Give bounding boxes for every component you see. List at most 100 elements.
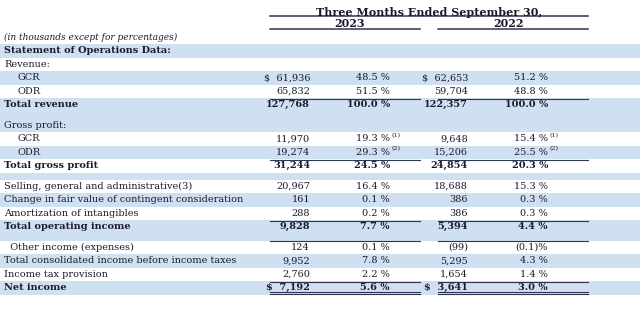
Text: 31,244: 31,244 [273, 161, 310, 170]
Bar [0, 71, 640, 84]
Text: Net income: Net income [4, 283, 67, 292]
Text: 15.3 %: 15.3 % [514, 182, 548, 191]
Text: 16.4 %: 16.4 % [356, 182, 390, 191]
Bar [0, 118, 640, 132]
Text: 51.5 %: 51.5 % [356, 87, 390, 96]
Text: $  3,641: $ 3,641 [424, 283, 468, 292]
Text: ODR: ODR [18, 148, 41, 157]
Bar [0, 207, 640, 220]
Text: Total consolidated income before income taxes: Total consolidated income before income … [4, 256, 236, 265]
Text: Other income (expenses): Other income (expenses) [4, 243, 134, 252]
Text: Amortization of intangibles: Amortization of intangibles [4, 209, 138, 218]
Text: (in thousands except for percentages): (in thousands except for percentages) [4, 33, 177, 42]
Text: 0.3 %: 0.3 % [520, 195, 548, 204]
Text: 0.2 %: 0.2 % [362, 209, 390, 218]
Text: Gross profit:: Gross profit: [4, 121, 67, 130]
Text: 48.8 %: 48.8 % [514, 87, 548, 96]
Text: 5,295: 5,295 [440, 256, 468, 265]
Text: 288: 288 [291, 209, 310, 218]
Text: Revenue:: Revenue: [4, 60, 50, 69]
Text: 65,832: 65,832 [276, 87, 310, 96]
Text: 100.0 %: 100.0 % [505, 100, 548, 109]
Text: $  7,192: $ 7,192 [266, 283, 310, 292]
Text: GCR: GCR [18, 73, 40, 82]
Text: 127,768: 127,768 [266, 100, 310, 109]
Text: Change in fair value of contingent consideration: Change in fair value of contingent consi… [4, 195, 243, 204]
Text: 24,854: 24,854 [431, 161, 468, 170]
Text: 19.3 %: 19.3 % [356, 134, 390, 143]
Text: GCR: GCR [18, 134, 40, 143]
Text: 25.5 %: 25.5 % [514, 148, 548, 157]
Text: 124: 124 [291, 243, 310, 252]
Text: 59,704: 59,704 [434, 87, 468, 96]
Bar [0, 193, 640, 207]
Text: Total gross profit: Total gross profit [4, 161, 98, 170]
Bar [0, 44, 640, 57]
Text: 386: 386 [449, 195, 468, 204]
Text: 1,654: 1,654 [440, 270, 468, 279]
Text: (0.1)%: (0.1)% [516, 243, 548, 252]
Text: 18,688: 18,688 [434, 182, 468, 191]
Text: 4.3 %: 4.3 % [520, 256, 548, 265]
Text: 24.5 %: 24.5 % [354, 161, 390, 170]
Text: 0.3 %: 0.3 % [520, 209, 548, 218]
Text: 0.1 %: 0.1 % [362, 195, 390, 204]
Bar [0, 180, 640, 193]
Text: (1): (1) [391, 133, 400, 138]
Text: 11,970: 11,970 [276, 134, 310, 143]
Text: (1): (1) [549, 133, 558, 138]
Bar [0, 145, 640, 159]
Bar [0, 234, 640, 241]
Text: Three Months Ended September 30,: Three Months Ended September 30, [316, 7, 542, 18]
Text: (99): (99) [448, 243, 468, 252]
Text: 7.8 %: 7.8 % [362, 256, 390, 265]
Text: 15.4 %: 15.4 % [514, 134, 548, 143]
Text: 122,357: 122,357 [424, 100, 468, 109]
Text: 9,828: 9,828 [280, 222, 310, 231]
Text: 0.1 %: 0.1 % [362, 243, 390, 252]
Text: 2022: 2022 [493, 18, 524, 29]
Text: 386: 386 [449, 209, 468, 218]
Text: Total operating income: Total operating income [4, 222, 131, 231]
Text: $  61,936: $ 61,936 [264, 73, 310, 82]
Text: 51.2 %: 51.2 % [514, 73, 548, 82]
Text: 20.3 %: 20.3 % [511, 161, 548, 170]
Text: ODR: ODR [18, 87, 41, 96]
Text: 4.4 %: 4.4 % [518, 222, 548, 231]
Text: 5.6 %: 5.6 % [360, 283, 390, 292]
Bar [0, 281, 640, 295]
Bar [0, 220, 640, 234]
Text: 161: 161 [291, 195, 310, 204]
Text: Income tax provision: Income tax provision [4, 270, 108, 279]
Text: (2): (2) [549, 146, 558, 151]
Text: 9,952: 9,952 [282, 256, 310, 265]
Text: Total revenue: Total revenue [4, 100, 78, 109]
Text: Statement of Operations Data:: Statement of Operations Data: [4, 46, 171, 55]
Text: 2,760: 2,760 [282, 270, 310, 279]
Bar [0, 98, 640, 111]
Text: 3.0 %: 3.0 % [518, 283, 548, 292]
Text: 1.4 %: 1.4 % [520, 270, 548, 279]
Text: $  62,653: $ 62,653 [422, 73, 468, 82]
Bar [0, 57, 640, 71]
Text: Selling, general and administrative(3): Selling, general and administrative(3) [4, 182, 192, 191]
Bar [0, 84, 640, 98]
Text: 29.3 %: 29.3 % [356, 148, 390, 157]
Text: 2.2 %: 2.2 % [362, 270, 390, 279]
Text: 20,967: 20,967 [276, 182, 310, 191]
Text: 9,648: 9,648 [440, 134, 468, 143]
Bar [0, 241, 640, 254]
Text: 2023: 2023 [335, 18, 365, 29]
Text: 15,206: 15,206 [434, 148, 468, 157]
Text: 48.5 %: 48.5 % [356, 73, 390, 82]
Bar [0, 159, 640, 172]
Bar [0, 254, 640, 268]
Bar [0, 172, 640, 180]
Bar [0, 111, 640, 118]
Bar [0, 268, 640, 281]
Text: 7.7 %: 7.7 % [360, 222, 390, 231]
Bar [0, 132, 640, 145]
Text: (2): (2) [391, 146, 400, 151]
Text: 5,394: 5,394 [438, 222, 468, 231]
Text: 100.0 %: 100.0 % [347, 100, 390, 109]
